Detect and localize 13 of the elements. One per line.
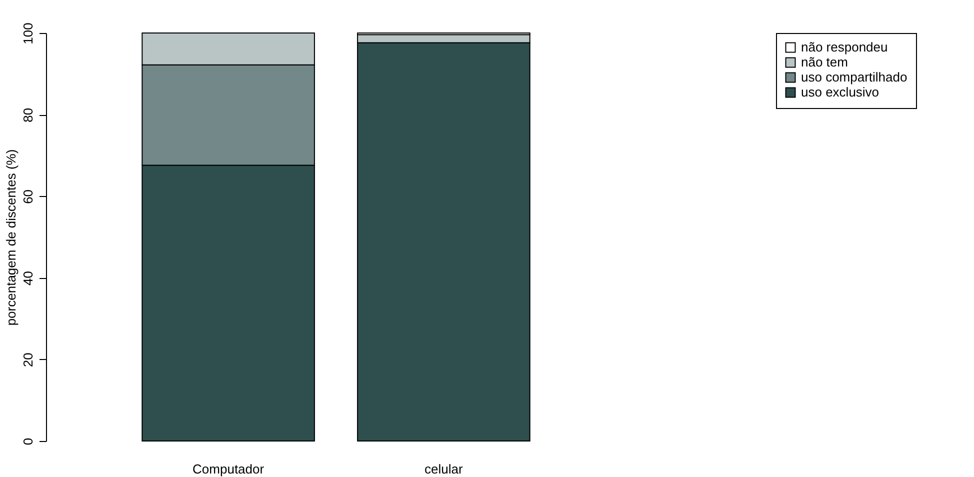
y-tick-label: 100 xyxy=(20,22,36,44)
y-tick-label: 20 xyxy=(20,352,36,368)
legend-label: uso exclusivo xyxy=(801,84,880,100)
y-tick-label: 40 xyxy=(20,271,36,286)
y-tick-label: 60 xyxy=(20,189,36,204)
x-tick-label: celular xyxy=(424,462,464,476)
x-tick-label: Computador xyxy=(192,462,265,476)
y-tick-label: 0 xyxy=(20,438,36,446)
legend-label: uso compartilhado xyxy=(801,70,908,84)
legend-label: não respondeu xyxy=(801,40,888,54)
y-tick-label: 80 xyxy=(20,108,36,122)
legend-label: não tem xyxy=(801,54,848,70)
y-axis-title: porcentagem de discentes (%) xyxy=(4,149,18,326)
